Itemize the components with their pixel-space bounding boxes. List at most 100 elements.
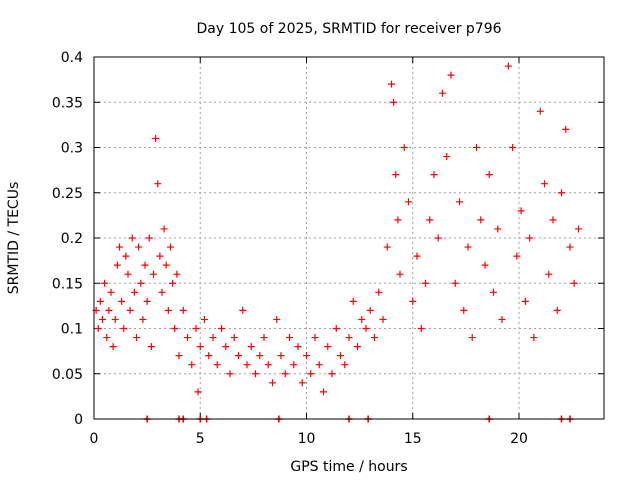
data-point bbox=[133, 334, 140, 342]
data-point bbox=[337, 352, 344, 360]
data-point bbox=[213, 361, 221, 369]
data-point bbox=[536, 107, 544, 115]
data-point bbox=[158, 288, 166, 296]
data-point bbox=[553, 306, 561, 314]
data-point bbox=[171, 325, 179, 332]
data-point bbox=[405, 198, 412, 206]
data-point bbox=[494, 225, 502, 233]
data-point bbox=[243, 361, 251, 369]
y-tick-label: 0.3 bbox=[61, 141, 83, 157]
data-point bbox=[111, 315, 119, 323]
tick-labels: 0 5 10 15 20 0 0.05 0.1 0.15 0.2 0.25 0.3 0.35 0.4 bbox=[52, 50, 528, 447]
x-tick-label: 5 bbox=[196, 431, 205, 447]
data-point bbox=[145, 234, 153, 242]
data-point bbox=[230, 334, 238, 342]
data-point bbox=[345, 334, 353, 342]
data-point bbox=[375, 288, 383, 296]
data-point bbox=[341, 361, 349, 369]
data-point bbox=[122, 252, 130, 260]
data-point bbox=[152, 134, 160, 142]
chart-title: Day 105 of 2025, SRMTID for receiver p79… bbox=[196, 21, 501, 37]
data-point bbox=[260, 334, 268, 342]
data-point bbox=[286, 334, 293, 342]
data-point bbox=[137, 279, 145, 287]
data-point bbox=[413, 252, 421, 260]
data-point bbox=[477, 216, 485, 224]
data-point bbox=[281, 370, 289, 378]
data-point bbox=[451, 279, 459, 287]
data-point bbox=[99, 315, 106, 323]
data-point bbox=[396, 270, 404, 278]
data-point bbox=[490, 288, 497, 296]
data-point bbox=[390, 98, 398, 106]
data-point bbox=[226, 370, 234, 378]
data-point bbox=[167, 243, 174, 251]
data-point bbox=[388, 80, 395, 88]
data-point bbox=[101, 279, 109, 287]
data-point bbox=[164, 306, 172, 314]
data-point bbox=[447, 71, 455, 79]
data-point bbox=[194, 388, 202, 396]
y-tick-label: 0.1 bbox=[61, 322, 83, 338]
data-point bbox=[118, 297, 126, 305]
y-axis-label: SRMTID / TECUs bbox=[6, 182, 22, 295]
grid-lines bbox=[94, 57, 604, 419]
data-point bbox=[526, 234, 534, 242]
data-point bbox=[247, 343, 255, 351]
x-tick-label: 10 bbox=[298, 431, 316, 447]
data-point bbox=[434, 234, 442, 242]
data-point bbox=[575, 225, 582, 233]
data-points bbox=[92, 62, 582, 396]
data-point bbox=[545, 270, 553, 278]
data-point bbox=[324, 343, 332, 351]
data-point bbox=[264, 361, 272, 369]
data-point bbox=[456, 198, 463, 206]
y-tick-label: 0.2 bbox=[61, 231, 83, 247]
data-point bbox=[439, 89, 446, 97]
data-point bbox=[460, 306, 468, 314]
data-point bbox=[394, 216, 402, 224]
data-point bbox=[549, 216, 557, 224]
data-point bbox=[235, 352, 242, 360]
data-point bbox=[358, 315, 366, 323]
data-point bbox=[315, 361, 323, 369]
data-point bbox=[392, 171, 400, 179]
data-point bbox=[103, 334, 111, 342]
data-point bbox=[517, 207, 525, 215]
data-point bbox=[320, 388, 327, 396]
data-point bbox=[94, 325, 102, 332]
data-point bbox=[141, 261, 149, 269]
data-point bbox=[239, 306, 247, 314]
data-point bbox=[96, 297, 104, 305]
data-point bbox=[128, 234, 136, 242]
data-point bbox=[162, 261, 170, 269]
data-point bbox=[362, 325, 370, 332]
data-point bbox=[311, 334, 319, 342]
data-point bbox=[371, 334, 378, 342]
data-point bbox=[422, 279, 429, 287]
data-point bbox=[160, 225, 168, 233]
data-point bbox=[252, 370, 259, 378]
data-point bbox=[530, 334, 538, 342]
x-tick-label: 0 bbox=[90, 431, 99, 447]
data-point bbox=[277, 352, 285, 360]
data-point bbox=[135, 243, 143, 251]
data-point bbox=[150, 270, 157, 278]
y-tick-label: 0 bbox=[74, 412, 83, 428]
data-point bbox=[294, 343, 302, 351]
data-point bbox=[570, 279, 578, 287]
plot-frame bbox=[93, 56, 605, 420]
data-point bbox=[154, 180, 162, 188]
data-point bbox=[366, 306, 374, 314]
data-point bbox=[541, 180, 548, 188]
x-tick-label: 20 bbox=[510, 431, 528, 447]
data-point bbox=[409, 297, 417, 305]
data-point bbox=[109, 343, 117, 351]
data-point bbox=[116, 243, 123, 251]
data-point bbox=[124, 270, 132, 278]
data-point bbox=[184, 334, 191, 342]
data-point bbox=[443, 153, 451, 161]
data-point bbox=[383, 243, 391, 251]
data-point bbox=[290, 361, 298, 369]
